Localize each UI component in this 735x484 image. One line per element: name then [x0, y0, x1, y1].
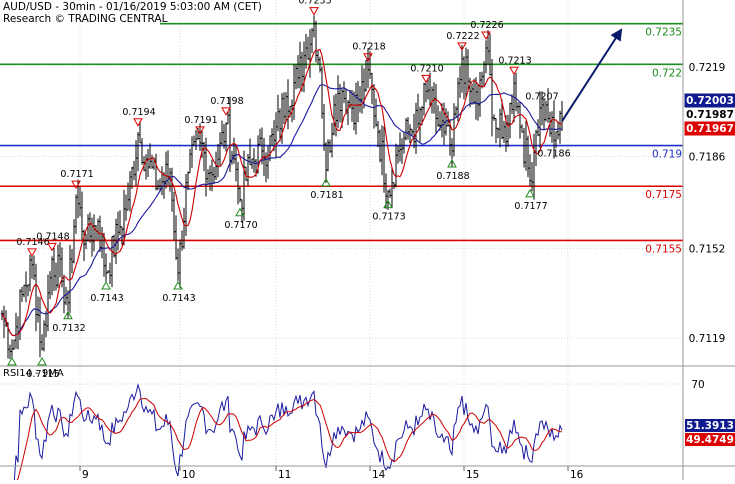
price-tick-label: 0.7119: [689, 333, 726, 345]
x-tick-label: 9: [82, 469, 89, 480]
x-tick-label: 10: [182, 469, 195, 480]
price-annotation-label: 0.7207: [525, 92, 558, 103]
level-label: 0.722: [652, 67, 682, 79]
rsi-panel-title: RSI14 - 9MA: [3, 368, 64, 379]
rsi-ma-line: [14, 397, 563, 484]
swing-low-label: 0.7181: [310, 190, 343, 201]
swing-high-marker: [363, 53, 373, 62]
swing-low-marker: [173, 280, 183, 290]
x-tick-label: 16: [570, 469, 584, 480]
level-label: 0.7155: [645, 243, 682, 255]
swing-low-marker: [525, 188, 535, 198]
fast-moving-average-line: [1, 48, 563, 337]
swing-high-label: 0.7210: [410, 63, 443, 74]
price-badge-label: 0.71967: [686, 123, 734, 135]
level-label: 0.7175: [645, 189, 682, 201]
swing-low-label: 0.7188: [436, 171, 469, 182]
price-badge: [684, 121, 735, 136]
price-tick-label: 0.7219: [689, 62, 726, 74]
swing-low-label: 0.7143: [90, 293, 123, 304]
rsi-badge: [685, 433, 735, 446]
swing-low-label: 0.7132: [52, 323, 85, 334]
swing-low-marker: [37, 356, 47, 366]
swing-low-marker: [321, 177, 331, 187]
research-credit: Research © TRADING CENTRAL: [3, 13, 168, 25]
x-tick-label: 14: [372, 469, 386, 480]
price-tick-label: 0.7152: [689, 244, 726, 256]
projection-arrow-head: [610, 28, 623, 42]
level-label: 0.7235: [645, 27, 682, 39]
slow-moving-average-line: [1, 84, 563, 337]
swing-low-marker: [383, 199, 393, 209]
swing-high-label: 0.7218: [352, 42, 385, 53]
swing-low-label: 0.7170: [224, 220, 257, 231]
swing-high-label: 0.7198: [210, 96, 243, 107]
rsi-tick-label: 70: [691, 379, 704, 391]
projection-arrow-line: [561, 31, 621, 122]
price-badge: [684, 107, 735, 122]
price-annotation-label: 0.7186: [537, 148, 570, 159]
swing-high-marker: [421, 74, 431, 84]
swing-high-label: 0.7171: [60, 169, 93, 180]
swing-high-marker: [47, 242, 57, 252]
levels-layer: 0.7235 0.722 0.719 0.7175 0.7155: [0, 22, 683, 255]
swing-high-marker: [457, 42, 467, 51]
swing-low-marker: [63, 310, 73, 320]
level-label: 0.719: [652, 149, 682, 161]
swing-low-marker: [101, 280, 111, 290]
swing-high-marker: [71, 180, 81, 190]
swing-high-label: 0.7226: [470, 20, 503, 31]
swing-high-label: 0.7191: [184, 115, 217, 126]
swing-high-label: 0.7222: [446, 31, 479, 42]
price-badge: [684, 93, 735, 108]
swing-high-marker: [481, 31, 491, 41]
swing-high-label: 0.7235: [298, 0, 331, 7]
swing-high-label: 0.7213: [498, 55, 531, 66]
swing-high-marker: [195, 126, 205, 135]
swing-low-label: 0.7173: [372, 212, 405, 223]
x-tick-label: 11: [278, 469, 291, 480]
swing-high-label: 0.7148: [36, 231, 69, 242]
price-bars: [0, 15, 564, 360]
price-badge-label: 0.72003: [686, 95, 734, 107]
chart-title: AUD/USD - 30min - 01/16/2019 5:03:00 AM …: [3, 1, 262, 13]
swing-low-marker: [447, 159, 457, 168]
swing-high-label: 0.7146: [16, 237, 49, 248]
swing-high-label: 0.7194: [122, 107, 155, 118]
swing-high-marker: [133, 118, 143, 127]
swing-low-marker: [7, 356, 17, 366]
swing-low-label: 0.7177: [514, 201, 547, 212]
swing-high-marker: [309, 7, 319, 16]
swing-high-marker: [221, 107, 231, 116]
swing-high-marker: [509, 66, 519, 76]
rsi-badge: [685, 419, 735, 432]
swing-high-marker: [27, 248, 37, 257]
price-badge-label: 0.71987: [686, 109, 734, 121]
swing-low-label: 0.7115: [26, 369, 59, 380]
rsi-badge-label: 51.3913: [686, 420, 734, 432]
swing-low-label: 0.7143: [162, 293, 195, 304]
swing-low-marker: [235, 207, 245, 217]
price-tick-label: 0.7186: [689, 151, 726, 163]
rsi-badge-label: 49.4749: [686, 434, 734, 446]
x-tick-label: 15: [466, 469, 479, 480]
series-layer: [0, 15, 564, 484]
